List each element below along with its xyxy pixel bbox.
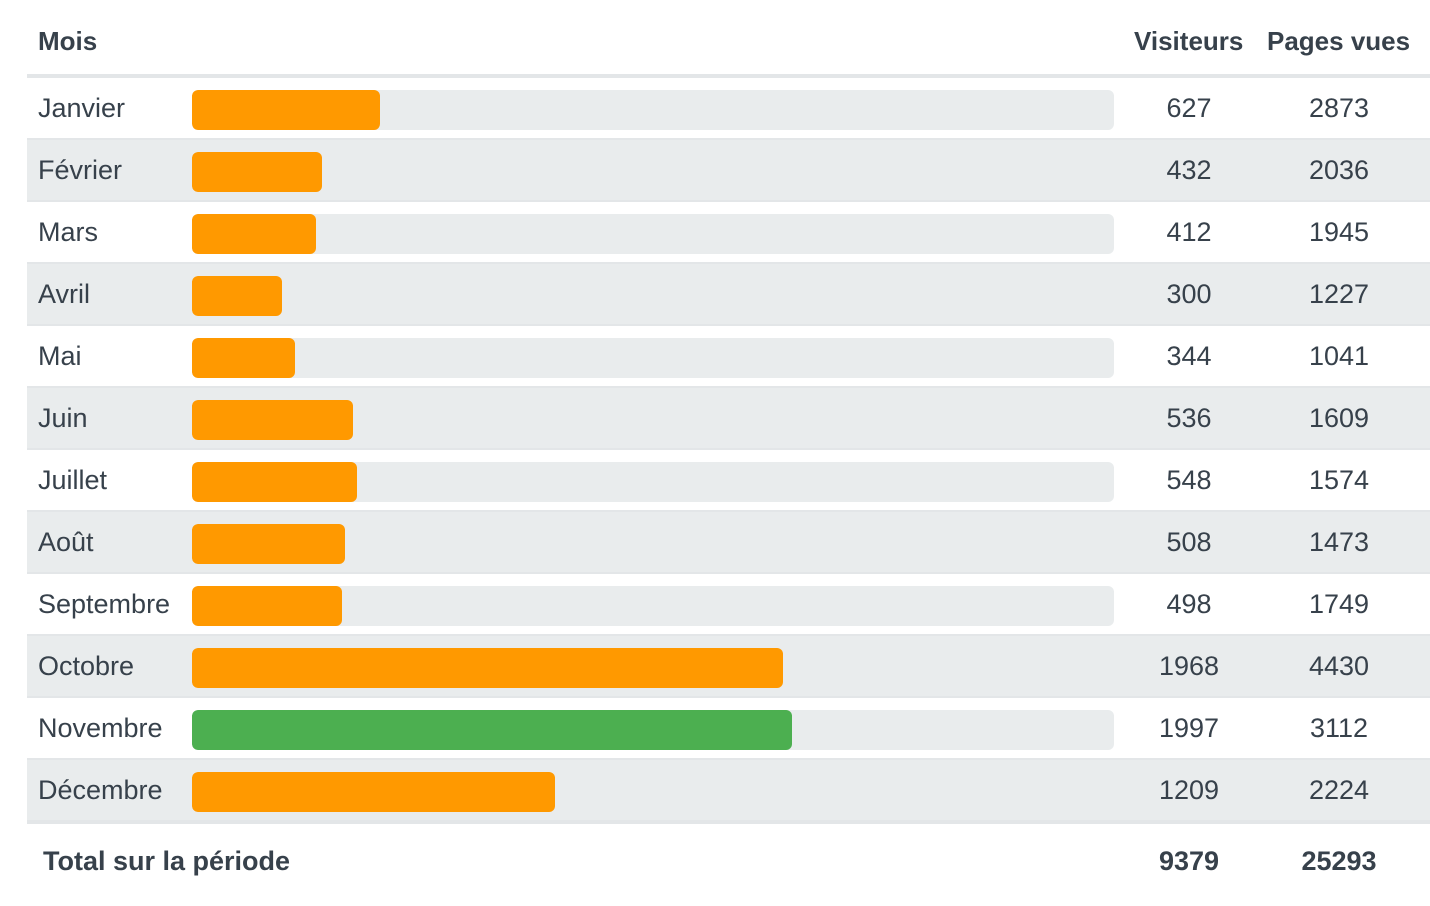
pageviews-value: 2873 xyxy=(1308,93,1370,123)
visitors-value: 432 xyxy=(1166,155,1212,185)
pageviews-value: 1749 xyxy=(1308,589,1370,619)
visitors-value: 1997 xyxy=(1158,713,1220,743)
month-label: Février xyxy=(38,155,123,185)
pageviews-value: 1473 xyxy=(1308,527,1370,557)
table-row: Juillet 548 1574 xyxy=(27,450,1430,512)
visitors-bar xyxy=(192,214,316,254)
visitors-bar xyxy=(192,90,380,130)
total-visitors: 9379 xyxy=(1158,846,1220,876)
visitors-bar xyxy=(192,772,555,812)
table-row: Décembre 1209 2224 xyxy=(27,760,1430,822)
bar-track xyxy=(192,648,1114,688)
table-row: Octobre 1968 4430 xyxy=(27,636,1430,698)
pageviews-value: 1041 xyxy=(1308,341,1370,371)
bar-track xyxy=(192,338,1114,378)
bar-track xyxy=(192,710,1114,750)
month-label: Juillet xyxy=(38,465,108,495)
table-row: Février 432 2036 xyxy=(27,140,1430,202)
visitors-value: 627 xyxy=(1166,93,1212,123)
month-label: Août xyxy=(38,527,94,557)
table-row: Mai 344 1041 xyxy=(27,326,1430,388)
table-body: Janvier 627 2873 Février 432 2036 Mars 412 1945 A… xyxy=(27,78,1430,822)
header-month: Mois xyxy=(38,26,98,56)
visitors-bar xyxy=(192,524,345,564)
bar-track xyxy=(192,214,1114,254)
header-pageviews: Pages vues xyxy=(1267,26,1411,56)
month-label: Mai xyxy=(38,341,82,371)
visitors-bar xyxy=(192,648,783,688)
pageviews-value: 1945 xyxy=(1308,217,1370,247)
pageviews-value: 4430 xyxy=(1308,651,1370,681)
visitors-bar xyxy=(192,462,357,502)
visitors-bar xyxy=(192,276,282,316)
month-label: Avril xyxy=(38,279,91,309)
month-label: Septembre xyxy=(38,589,171,619)
table-row: Septembre 498 1749 xyxy=(27,574,1430,636)
visitors-value: 1209 xyxy=(1158,775,1220,805)
visitors-value: 1968 xyxy=(1158,651,1220,681)
visitors-bar xyxy=(192,152,322,192)
table-row: Août 508 1473 xyxy=(27,512,1430,574)
pageviews-value: 2224 xyxy=(1308,775,1370,805)
visitors-bar xyxy=(192,400,353,440)
table-row: Juin 536 1609 xyxy=(27,388,1430,450)
table-row: Janvier 627 2873 xyxy=(27,78,1430,140)
table-row: Mars 412 1945 xyxy=(27,202,1430,264)
header-visitors: Visiteurs xyxy=(1134,26,1244,56)
table-header: Mois Visiteurs Pages vues xyxy=(27,0,1430,78)
bar-track xyxy=(192,90,1114,130)
month-label: Octobre xyxy=(38,651,135,681)
visitors-value: 344 xyxy=(1166,341,1212,371)
pageviews-value: 1227 xyxy=(1308,279,1370,309)
month-label: Décembre xyxy=(38,775,163,805)
bar-track xyxy=(192,586,1114,626)
bar-track xyxy=(192,152,1114,192)
bar-track xyxy=(192,462,1114,502)
visitors-bar xyxy=(192,710,792,750)
visitors-value: 412 xyxy=(1166,217,1212,247)
bar-track xyxy=(192,524,1114,564)
table-row: Avril 300 1227 xyxy=(27,264,1430,326)
visitors-value: 300 xyxy=(1166,279,1212,309)
month-label: Juin xyxy=(38,403,88,433)
visitors-bar xyxy=(192,338,295,378)
bar-track xyxy=(192,400,1114,440)
pageviews-value: 1574 xyxy=(1308,465,1370,495)
month-label: Mars xyxy=(38,217,98,247)
pageviews-value: 3112 xyxy=(1309,713,1369,743)
pageviews-value: 1609 xyxy=(1308,403,1370,433)
visitors-value: 548 xyxy=(1166,465,1212,495)
month-label: Novembre xyxy=(38,713,163,743)
total-label: Total sur la période xyxy=(43,846,291,876)
visitors-bar xyxy=(192,586,342,626)
visitors-value: 498 xyxy=(1166,589,1212,619)
total-row: Total sur la période 9379 25293 xyxy=(27,822,1430,894)
pageviews-value: 2036 xyxy=(1308,155,1370,185)
visitors-value: 508 xyxy=(1166,527,1212,557)
bar-track xyxy=(192,276,1114,316)
month-label: Janvier xyxy=(38,93,126,123)
bar-track xyxy=(192,772,1114,812)
monthly-stats-table: Mois Visiteurs Pages vues Janvier 627 2873… xyxy=(27,0,1430,894)
table-row: Novembre 1997 3112 xyxy=(27,698,1430,760)
visitors-value: 536 xyxy=(1166,403,1212,433)
total-pageviews: 25293 xyxy=(1301,846,1377,876)
